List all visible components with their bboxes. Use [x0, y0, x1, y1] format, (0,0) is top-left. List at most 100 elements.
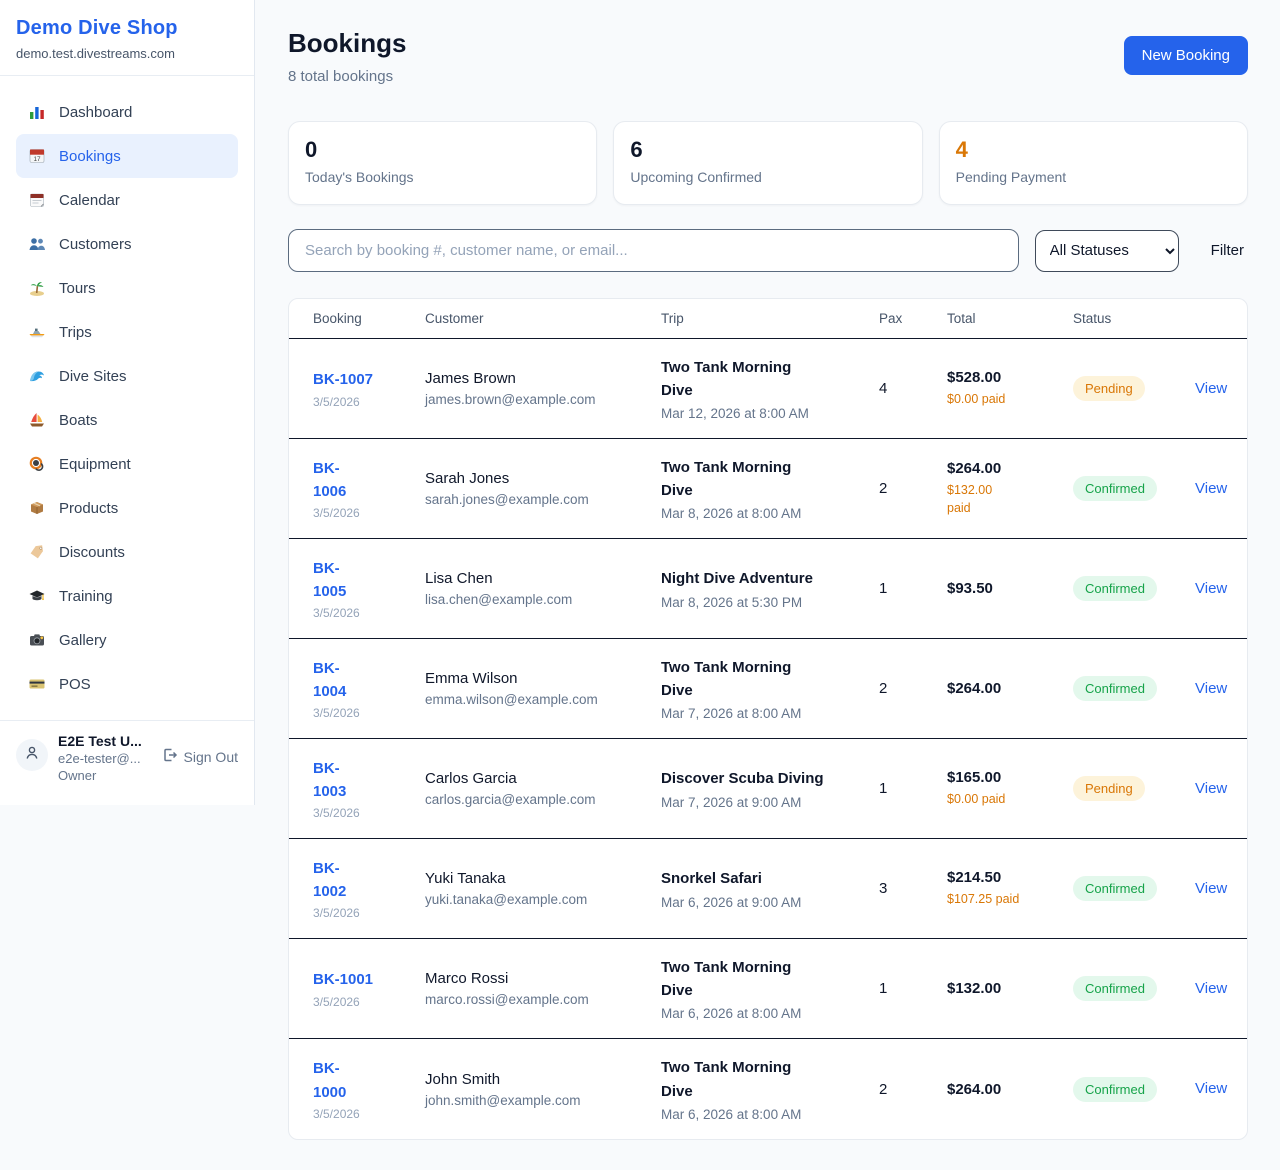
- stat-value: 4: [955, 137, 968, 162]
- booking-date: 3/5/2026: [313, 806, 360, 821]
- status-badge: Confirmed: [1073, 576, 1157, 601]
- brand-domain: demo.test.divestreams.com: [16, 46, 175, 61]
- table-row: BK- 1004 3/5/2026 Emma Wilson emma.wilson@ex…: [289, 639, 1247, 739]
- booking-id-link[interactable]: BK- 1006: [313, 459, 347, 500]
- booking-id-link[interactable]: BK- 1002: [313, 859, 347, 900]
- view-link[interactable]: View: [1195, 479, 1228, 497]
- sidebar-item-label: Gallery: [59, 631, 107, 649]
- trip-name: Two Tank Morning Dive: [661, 658, 792, 699]
- search-input[interactable]: [288, 229, 1019, 272]
- sidebar-item-trips[interactable]: Trips: [16, 310, 238, 354]
- stat-label: Upcoming Confirmed: [630, 169, 762, 185]
- user-info: E2E Test U... e2e-tester@... Owner: [58, 733, 142, 783]
- trip-name: Snorkel Safari: [661, 870, 762, 888]
- paid-amount: $107.25 paid: [947, 891, 1020, 906]
- view-link[interactable]: View: [1195, 579, 1228, 597]
- sidebar-item-boats[interactable]: Boats: [16, 398, 238, 442]
- customer-name: Lisa Chen: [425, 570, 493, 587]
- avatar: [16, 739, 48, 771]
- customer-email: lisa.chen@example.com: [425, 592, 573, 607]
- sidebar-item-dive-sites[interactable]: Dive Sites: [16, 354, 238, 398]
- trip-datetime: Mar 6, 2026 at 8:00 AM: [661, 1106, 802, 1122]
- view-link[interactable]: View: [1195, 879, 1228, 897]
- sidebar-item-dashboard[interactable]: Dashboard: [16, 90, 238, 134]
- view-link[interactable]: View: [1195, 679, 1228, 697]
- booking-id-link[interactable]: BK-1001: [313, 971, 374, 989]
- booking-id-link[interactable]: BK-1007: [313, 371, 374, 389]
- sidebar-item-products[interactable]: Products: [16, 486, 238, 530]
- sign-out-button[interactable]: Sign Out: [162, 747, 238, 766]
- sidebar-item-discounts[interactable]: Discounts: [16, 530, 238, 574]
- stats-row: 0 Today's Bookings 6 Upcoming Confirmed 4 Pen…: [288, 121, 1248, 205]
- customer-email: yuki.tanaka@example.com: [425, 892, 588, 907]
- view-link[interactable]: View: [1195, 1080, 1228, 1097]
- view-link[interactable]: View: [1195, 979, 1228, 997]
- sidebar-item-pos[interactable]: POS: [16, 662, 238, 706]
- sidebar-item-customers[interactable]: Customers: [16, 222, 238, 266]
- new-booking-button[interactable]: New Booking: [1123, 36, 1248, 75]
- main-content: Bookings 8 total bookings New Booking 0 T…: [256, 0, 1280, 1170]
- pax-count: 1: [879, 780, 888, 797]
- booking-id-link[interactable]: BK- 1004: [313, 659, 347, 700]
- booking-id-link[interactable]: BK- 1005: [313, 559, 347, 600]
- sidebar-item-bookings[interactable]: 17 Bookings: [16, 134, 238, 178]
- sidebar-item-label: Bookings: [59, 147, 121, 165]
- customer-name: James Brown: [425, 370, 516, 387]
- sidebar: Demo Dive Shop demo.test.divestreams.com…: [0, 0, 255, 805]
- column-header-trip: Trip: [661, 311, 684, 326]
- filter-button[interactable]: Filter: [1210, 242, 1244, 259]
- brand: Demo Dive Shop demo.test.divestreams.com: [0, 0, 254, 76]
- view-link[interactable]: View: [1195, 779, 1228, 797]
- sidebar-item-label: POS: [59, 675, 91, 693]
- status-badge: Confirmed: [1073, 876, 1157, 901]
- status-badge: Pending: [1073, 776, 1145, 801]
- customer-email: emma.wilson@example.com: [425, 692, 598, 707]
- svg-text:17: 17: [33, 156, 41, 163]
- trip-datetime: Mar 6, 2026 at 8:00 AM: [661, 1006, 802, 1022]
- column-header-total: Total: [947, 311, 976, 326]
- sidebar-item-equipment[interactable]: Equipment: [16, 442, 238, 486]
- column-header-customer: Customer: [425, 311, 484, 326]
- discounts-icon: [28, 543, 46, 561]
- column-header-pax: Pax: [879, 311, 903, 326]
- sidebar-item-training[interactable]: Training: [16, 574, 238, 618]
- customer-email: john.smith@example.com: [425, 1092, 581, 1108]
- customer-name: Marco Rossi: [425, 970, 509, 987]
- training-icon: [28, 587, 46, 605]
- pax-count: 2: [879, 680, 888, 697]
- dive-sites-icon: [28, 367, 46, 385]
- booking-id-link[interactable]: BK- 1000: [313, 1060, 347, 1101]
- stat-card-today-s-bookings: 0 Today's Bookings: [288, 121, 598, 205]
- sidebar-item-gallery[interactable]: Gallery: [16, 618, 238, 662]
- total-amount: $264.00: [947, 1080, 1002, 1098]
- user-icon: [24, 745, 40, 766]
- sidebar-item-label: Training: [59, 587, 113, 605]
- paid-amount: $0.00 paid: [947, 791, 1006, 806]
- trip-datetime: Mar 8, 2026 at 5:30 PM: [661, 594, 803, 610]
- user-name: E2E Test U...: [58, 733, 142, 749]
- sidebar-item-calendar[interactable]: Calendar: [16, 178, 238, 222]
- sidebar-item-tours[interactable]: Tours: [16, 266, 238, 310]
- products-icon: [28, 499, 46, 517]
- table-body: BK-1007 3/5/2026 James Brown james.brown@ex…: [289, 339, 1247, 1139]
- booking-id-link[interactable]: BK- 1003: [313, 759, 347, 800]
- table-row: BK- 1006 3/5/2026 Sarah Jones sarah.jones@ex…: [289, 439, 1247, 539]
- sidebar-item-label: Discounts: [59, 543, 125, 561]
- calendar-icon: [28, 191, 46, 209]
- booking-date: 3/5/2026: [313, 606, 360, 621]
- bookings-table: Booking Customer Trip Pax Total Status BK-100…: [288, 298, 1248, 1140]
- booking-date: 3/5/2026: [313, 394, 360, 409]
- total-amount: $528.00: [947, 368, 1002, 386]
- status-select[interactable]: All Statuses: [1034, 229, 1179, 272]
- trip-datetime: Mar 12, 2026 at 8:00 AM: [661, 406, 809, 422]
- sign-out-icon: [162, 747, 178, 766]
- bookings-icon: 17: [28, 147, 46, 165]
- view-link[interactable]: View: [1195, 379, 1228, 397]
- paid-amount: $0.00 paid: [947, 391, 1006, 406]
- status-badge: Confirmed: [1073, 476, 1157, 501]
- pax-count: 2: [879, 480, 888, 497]
- table-header: Booking Customer Trip Pax Total Status: [289, 299, 1247, 339]
- customer-email: marco.rossi@example.com: [425, 992, 589, 1007]
- customer-name: Yuki Tanaka: [425, 870, 506, 887]
- page-header: Bookings 8 total bookings New Booking: [288, 28, 1248, 85]
